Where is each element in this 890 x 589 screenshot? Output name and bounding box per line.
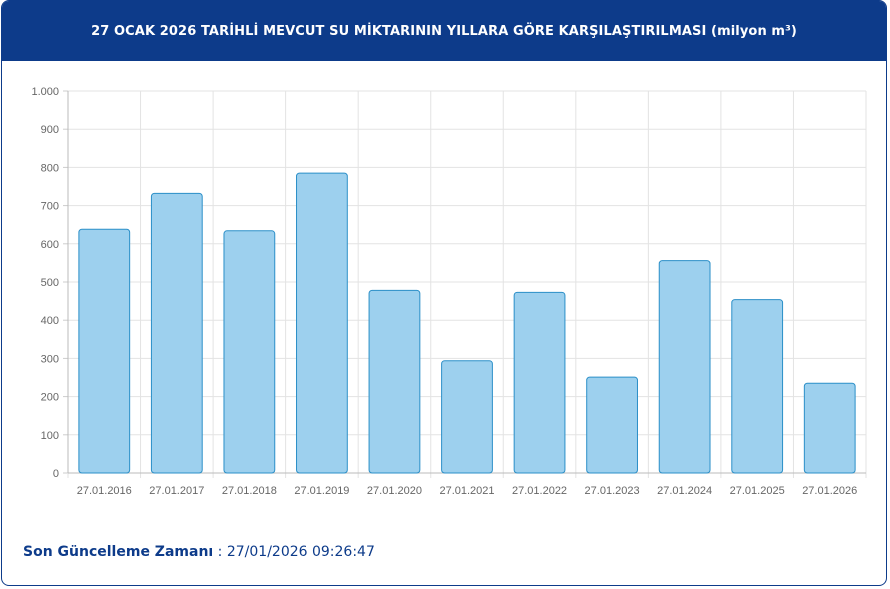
y-tick-label: 1.000 bbox=[31, 86, 59, 98]
x-tick-label: 27.01.2022 bbox=[512, 485, 567, 497]
bar bbox=[78, 228, 131, 474]
bar bbox=[368, 289, 421, 474]
y-tick-label: 400 bbox=[41, 315, 59, 327]
chart-title: 27 OCAK 2026 TARİHLİ MEVCUT SU MİKTARINI… bbox=[91, 23, 797, 39]
y-tick-label: 200 bbox=[41, 392, 59, 404]
last-updated-value: 27/01/2026 09:26:47 bbox=[226, 544, 375, 560]
bar-chart: 0 100 200 300 400 500 600 700 800 900 1.000 27.01.2… bbox=[31, 86, 867, 497]
y-tick-label: 300 bbox=[41, 353, 59, 365]
bar bbox=[513, 291, 566, 474]
bar bbox=[658, 260, 711, 474]
x-tick-label: 27.01.2024 bbox=[657, 485, 712, 497]
bar bbox=[441, 360, 493, 474]
bar bbox=[223, 230, 276, 474]
last-updated: Son Güncelleme Zamanı : 27/01/2026 09:26… bbox=[23, 544, 375, 560]
chart-area: 0 100 200 300 400 500 600 700 800 900 1.000 27.01.2… bbox=[2, 61, 886, 511]
y-tick-label: 700 bbox=[41, 201, 59, 213]
bar bbox=[731, 299, 784, 474]
x-tick-label: 27.01.2017 bbox=[149, 485, 204, 497]
bar bbox=[803, 382, 856, 474]
bar bbox=[296, 172, 348, 474]
last-updated-separator: : bbox=[213, 544, 227, 560]
y-tick-label: 0 bbox=[53, 468, 59, 480]
x-tick-label: 27.01.2019 bbox=[294, 485, 349, 497]
x-tick-label: 27.01.2016 bbox=[77, 485, 132, 497]
bar bbox=[586, 376, 638, 474]
x-tick-label: 27.01.2025 bbox=[730, 485, 785, 497]
x-tick-label: 27.01.2020 bbox=[367, 485, 422, 497]
x-tick-label: 27.01.2026 bbox=[802, 485, 857, 497]
y-tick-label: 900 bbox=[41, 124, 59, 136]
y-tick-label: 600 bbox=[41, 239, 59, 251]
y-tick-label: 500 bbox=[41, 277, 59, 289]
last-updated-label: Son Güncelleme Zamanı bbox=[23, 544, 214, 560]
x-tick-label: 27.01.2023 bbox=[585, 485, 640, 497]
y-tick-label: 100 bbox=[41, 430, 59, 442]
y-tick-label: 800 bbox=[41, 162, 59, 174]
chart-header: 27 OCAK 2026 TARİHLİ MEVCUT SU MİKTARINI… bbox=[2, 1, 886, 61]
bar bbox=[150, 192, 203, 474]
x-tick-label: 27.01.2018 bbox=[222, 485, 277, 497]
x-tick-label: 27.01.2021 bbox=[439, 485, 494, 497]
